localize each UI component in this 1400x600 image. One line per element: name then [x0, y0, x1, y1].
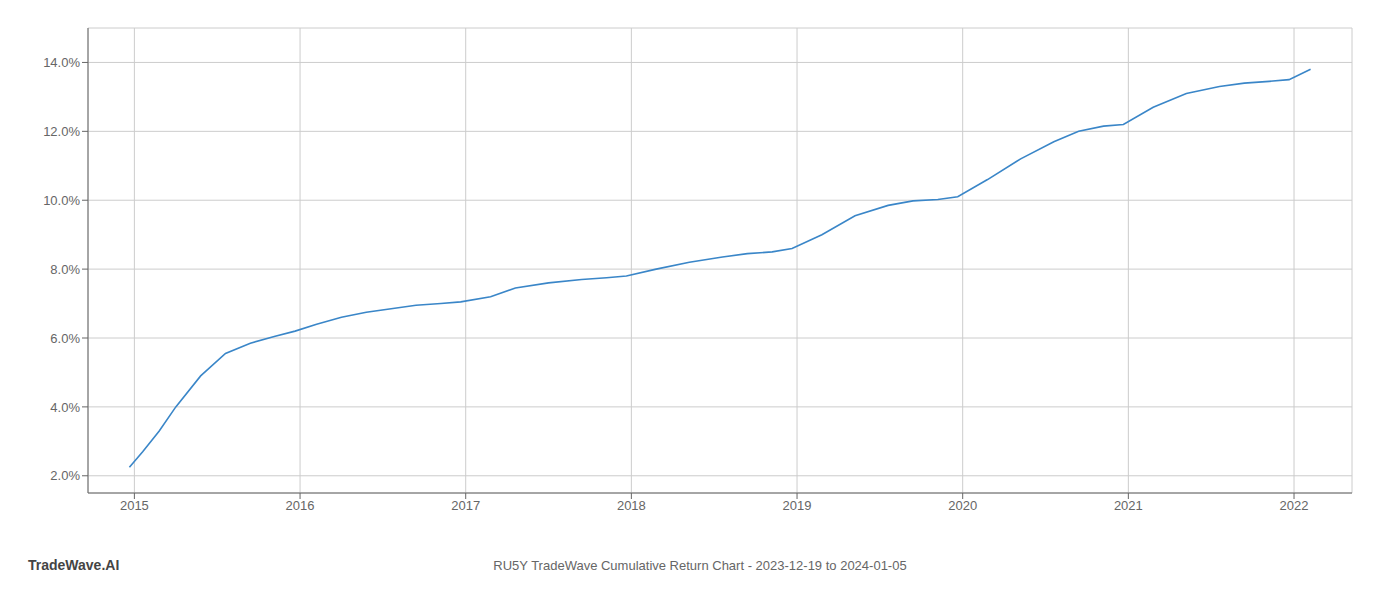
html-text:TradeWave.AI: TradeWave.AI [28, 557, 120, 573]
svg-text:2018: 2018 [617, 498, 646, 513]
svg-text:2022: 2022 [1280, 498, 1309, 513]
svg-text:10.0%: 10.0% [43, 193, 80, 208]
svg-text:8.0%: 8.0% [50, 262, 80, 277]
svg-text:2015: 2015 [120, 498, 149, 513]
svg-text:2020: 2020 [948, 498, 977, 513]
html-text:RU5Y TradeWave Cumulative Retu: RU5Y TradeWave Cumulative Return Chart -… [493, 557, 907, 573]
svg-text:6.0%: 6.0% [50, 331, 80, 346]
svg-text:2021: 2021 [1114, 498, 1143, 513]
svg-text:14.0%: 14.0% [43, 55, 80, 70]
svg-text:2017: 2017 [451, 498, 480, 513]
svg-text:2016: 2016 [286, 498, 315, 513]
svg-text:2019: 2019 [783, 498, 812, 513]
svg-text:4.0%: 4.0% [50, 400, 80, 415]
svg-text:12.0%: 12.0% [43, 124, 80, 139]
svg-text:2.0%: 2.0% [50, 468, 80, 483]
